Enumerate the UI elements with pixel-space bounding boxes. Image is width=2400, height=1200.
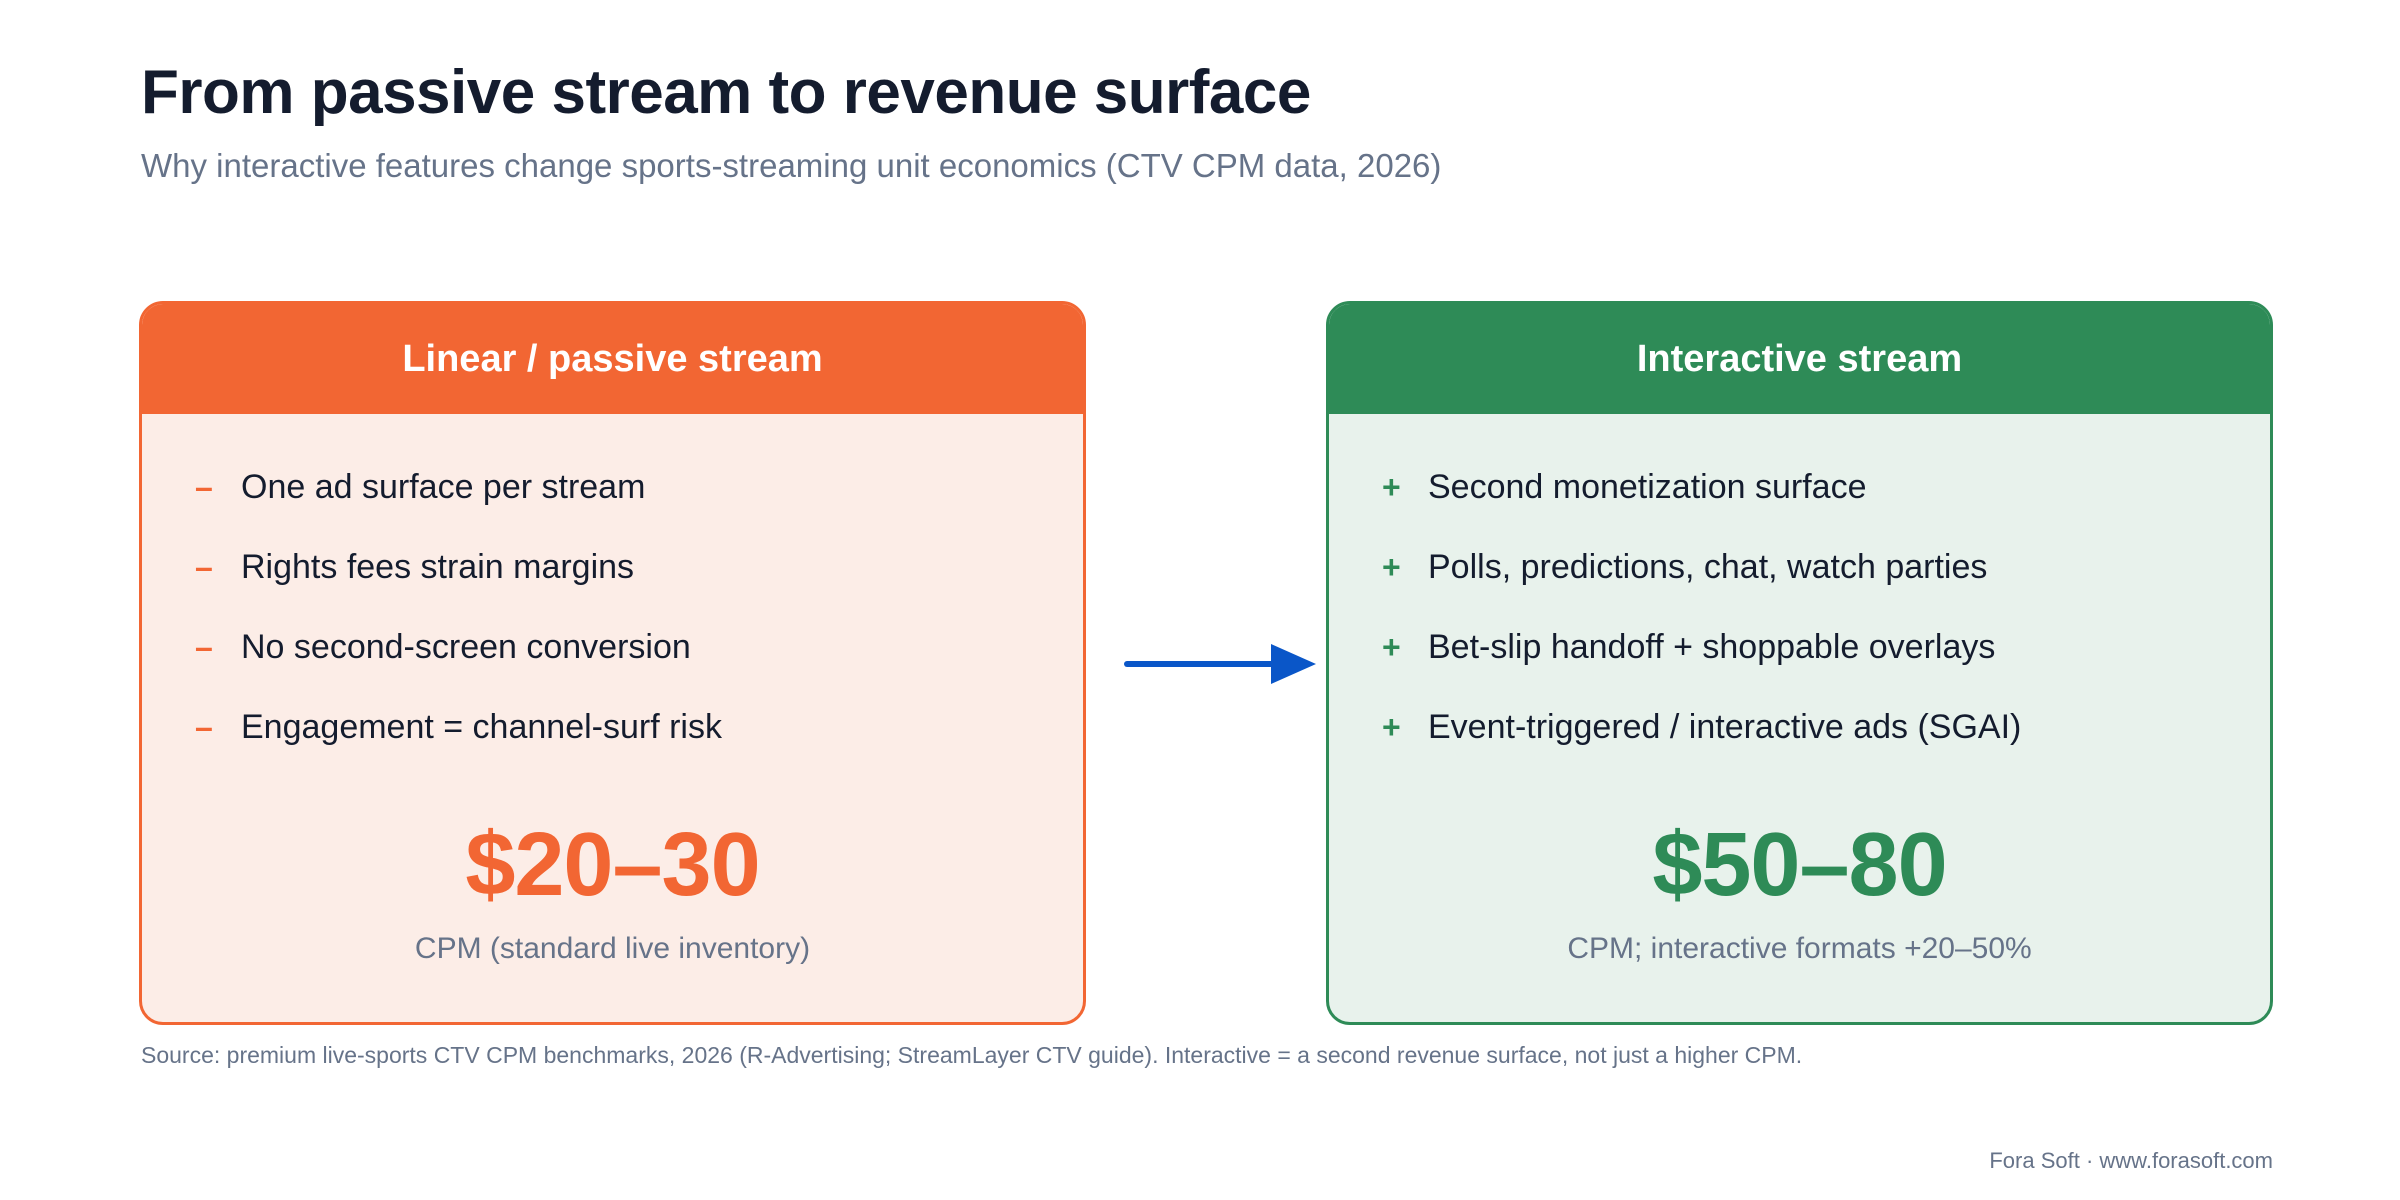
- interactive-items-list: + Second monetization surface + Polls, p…: [1382, 447, 2021, 767]
- footer-credit: Fora Soft · www.forasoft.com: [1989, 1148, 2273, 1173]
- list-item: – No second-screen conversion: [195, 607, 722, 687]
- minus-icon: –: [195, 548, 213, 585]
- list-item-label: Bet-slip handoff + shoppable overlays: [1428, 627, 1996, 666]
- page-subtitle: Why interactive features change sports-s…: [141, 147, 1442, 184]
- passive-card-header: Linear / passive stream: [142, 304, 1083, 414]
- plus-icon: +: [1382, 548, 1401, 585]
- page-title: From passive stream to revenue surface: [141, 58, 1311, 127]
- passive-cpm-value: $20–30: [465, 815, 760, 915]
- list-item: + Event-triggered / interactive ads (SGA…: [1382, 687, 2021, 767]
- arrow-right-icon: [1124, 644, 1316, 684]
- interactive-cpm-caption: CPM; interactive formats +20–50%: [1567, 932, 2032, 965]
- list-item: – One ad surface per stream: [195, 447, 722, 527]
- list-item-label: Rights fees strain margins: [241, 547, 635, 586]
- list-item: + Second monetization surface: [1382, 447, 2021, 527]
- list-item-label: One ad surface per stream: [241, 467, 646, 506]
- interactive-stream-card: Interactive stream + Second monetization…: [1326, 301, 2273, 1025]
- minus-icon: –: [195, 468, 213, 505]
- list-item-label: Second monetization surface: [1428, 467, 1867, 506]
- list-item: + Bet-slip handoff + shoppable overlays: [1382, 607, 2021, 687]
- list-item: – Engagement = channel-surf risk: [195, 687, 722, 767]
- source-note: Source: premium live-sports CTV CPM benc…: [141, 1042, 1803, 1068]
- list-item-label: Event-triggered / interactive ads (SGAI): [1428, 707, 2022, 746]
- passive-cpm-caption: CPM (standard live inventory): [414, 932, 811, 965]
- plus-icon: +: [1382, 708, 1401, 745]
- minus-icon: –: [195, 708, 213, 745]
- passive-stream-card: Linear / passive stream – One ad surface…: [139, 301, 1086, 1025]
- interactive-card-header: Interactive stream: [1329, 304, 2270, 414]
- minus-icon: –: [195, 628, 213, 665]
- list-item: – Rights fees strain margins: [195, 527, 722, 607]
- interactive-cpm-value: $50–80: [1652, 815, 1947, 915]
- list-item-label: Engagement = channel-surf risk: [241, 707, 722, 746]
- plus-icon: +: [1382, 628, 1401, 665]
- list-item: + Polls, predictions, chat, watch partie…: [1382, 527, 2021, 607]
- passive-items-list: – One ad surface per stream – Rights fee…: [195, 447, 722, 767]
- plus-icon: +: [1382, 468, 1401, 505]
- list-item-label: No second-screen conversion: [241, 627, 691, 666]
- list-item-label: Polls, predictions, chat, watch parties: [1428, 547, 1988, 586]
